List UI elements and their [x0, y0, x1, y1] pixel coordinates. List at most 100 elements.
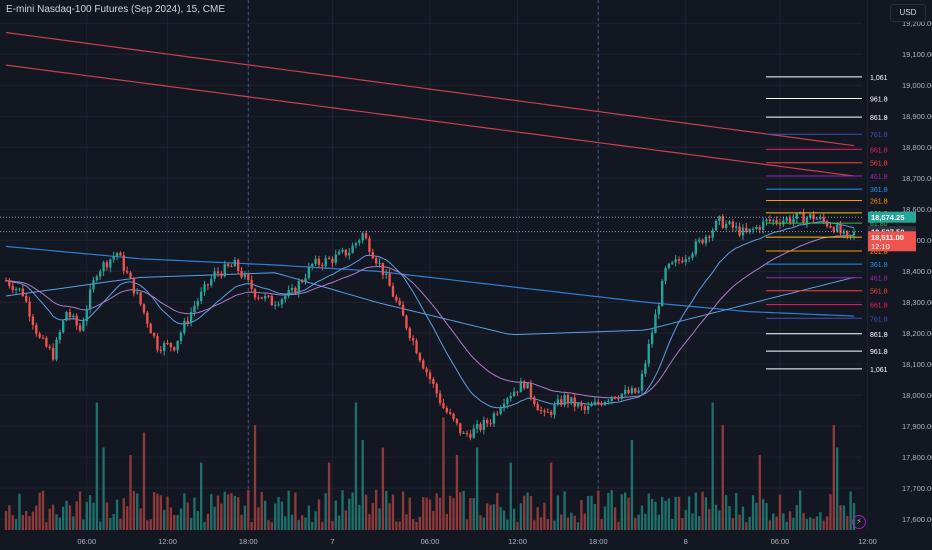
volume-bar	[556, 495, 560, 530]
volume-bar	[785, 521, 788, 530]
volume-bar	[529, 496, 533, 530]
volume-bar	[583, 513, 586, 530]
volume-bar	[543, 502, 546, 530]
volume-bar	[115, 499, 119, 530]
candle-body	[274, 304, 277, 306]
volume-bar	[411, 519, 415, 530]
candle-body	[661, 280, 664, 306]
y-tick-label: 18,500.00	[902, 236, 932, 245]
volume-bar	[610, 490, 613, 530]
volume-bar	[176, 515, 179, 530]
candle-body	[327, 258, 331, 260]
candle-body	[570, 397, 573, 404]
candle-body	[300, 281, 304, 283]
volume-bar	[250, 521, 253, 530]
candle-body	[243, 274, 247, 278]
ema-fast	[5, 221, 855, 409]
candle-body	[819, 217, 822, 219]
currency-button[interactable]: USD	[890, 4, 926, 22]
candle-body	[213, 271, 216, 279]
volume-bar	[78, 491, 82, 530]
volume-bar	[519, 503, 523, 530]
candle-body	[358, 240, 361, 243]
volume-bar	[778, 494, 782, 530]
fib-level-label: 361.80% -	[870, 262, 903, 269]
candle-body	[156, 335, 159, 350]
candle-body	[391, 285, 395, 297]
candle-body	[270, 295, 274, 306]
candle-body	[18, 288, 21, 290]
candle-body	[805, 217, 809, 224]
candle-body	[687, 257, 691, 260]
volume-bar	[613, 507, 617, 530]
volume-bar	[728, 505, 731, 530]
candle-body	[610, 396, 613, 401]
y-tick-label: 17,900.00	[902, 422, 932, 431]
lightning-icon[interactable]: ⚡	[852, 515, 866, 529]
volume-bar	[657, 514, 661, 530]
y-tick-label: 19,100.00	[902, 50, 932, 59]
volume-bar	[216, 495, 220, 530]
candle-body	[307, 266, 311, 279]
y-tick-label: 18,800.00	[902, 143, 932, 152]
candle-body	[277, 304, 280, 306]
chart-title[interactable]: E-mini Nasdaq-100 Futures (Sep 2024), 15…	[6, 4, 225, 15]
volume-bar	[735, 493, 738, 530]
candle-body	[802, 212, 805, 224]
y-tick-label: 18,300.00	[902, 298, 932, 307]
candle-body	[75, 315, 78, 326]
candle-body	[14, 288, 18, 291]
volume-bar	[169, 507, 173, 530]
volume-bar	[590, 495, 593, 530]
volume-bar	[395, 521, 398, 530]
volume-bar	[354, 402, 358, 530]
fib-level-label: 661.80% -	[870, 147, 903, 154]
candle-body	[152, 333, 156, 336]
candle-body	[199, 291, 203, 302]
x-tick-label: 06:00	[421, 537, 440, 546]
candle-body	[78, 325, 82, 331]
price-badge-value: 18,574.25	[871, 213, 904, 222]
volume-bar	[795, 505, 798, 530]
volume-bar	[701, 491, 704, 530]
candle-body	[815, 218, 819, 220]
y-tick-label: 17,600.00	[902, 515, 932, 524]
volume-bar	[502, 510, 506, 530]
volume-bar	[183, 493, 186, 530]
candle-body	[472, 428, 475, 438]
volume-bar	[156, 493, 159, 530]
volume-bar	[788, 511, 792, 530]
candle-body	[196, 301, 199, 306]
candle-body	[617, 398, 620, 400]
volume-bar	[132, 491, 136, 530]
candle-body	[82, 321, 85, 331]
volume-bar	[428, 499, 432, 530]
volume-bar	[617, 521, 620, 530]
volume-bar	[18, 493, 21, 530]
fib-level-label: 961.80% -	[870, 97, 903, 104]
candle-body	[324, 258, 327, 267]
candle-body	[835, 224, 839, 232]
volume-bar	[630, 440, 634, 530]
fib-level-label: 961.80% -	[870, 349, 903, 356]
volume-bar	[664, 500, 667, 530]
volume-bar	[129, 455, 132, 530]
volume-bar	[422, 497, 425, 530]
volume-bar	[815, 516, 819, 530]
volume-bar	[159, 495, 162, 530]
volume-bar	[11, 515, 14, 530]
candle-body	[502, 403, 506, 409]
volume-bar	[526, 492, 529, 530]
candle-body	[664, 268, 667, 281]
volume-bar	[68, 505, 72, 530]
volume-bar	[576, 522, 580, 530]
y-tick-label: 19,200.00	[902, 19, 932, 28]
candle-body	[425, 368, 428, 373]
candle-body	[226, 264, 230, 267]
candle-body	[603, 401, 607, 405]
volume-bar	[546, 519, 549, 530]
candle-body	[142, 304, 146, 313]
volume-bar	[634, 517, 637, 530]
volume-bar	[351, 492, 354, 530]
